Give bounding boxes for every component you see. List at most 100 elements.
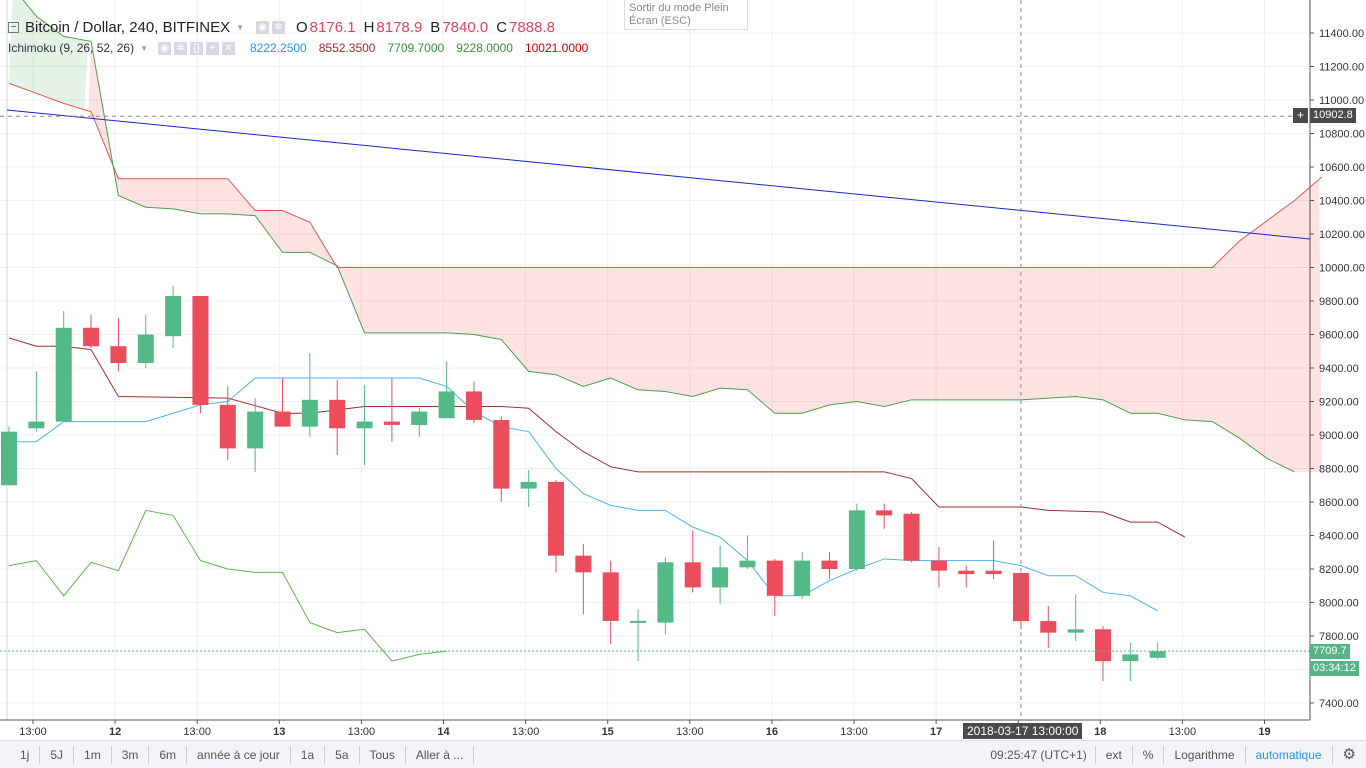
chevron-down-icon[interactable]: ▼	[236, 22, 244, 32]
candle-body	[356, 421, 373, 429]
candle-body	[137, 334, 154, 363]
x-tick-label: 13:00	[19, 726, 47, 738]
y-tick-label: 10200.00	[1319, 229, 1365, 241]
last-price-label: 7709.7	[1310, 644, 1350, 659]
candle-body	[712, 567, 729, 588]
crosshair-date-label: 2018-03-17 13:00:00	[963, 723, 1083, 739]
log-scale-toggle[interactable]: Logarithme	[1163, 745, 1244, 764]
y-tick-label: 10000.00	[1319, 263, 1365, 275]
candle-body	[794, 560, 811, 596]
candle-body	[602, 572, 619, 621]
candle-body	[411, 411, 428, 425]
auto-scale-toggle[interactable]: automatique	[1244, 745, 1332, 764]
candle-body	[766, 560, 783, 596]
indicator-values: 8222.2500 8552.3500 7709.7000 9228.0000 1002…	[238, 41, 588, 55]
range-button-2[interactable]: 1m	[74, 745, 112, 764]
candle-body	[958, 570, 975, 575]
symbol-title[interactable]: Bitcoin / Dollar, 240, BITFINEX	[25, 18, 231, 36]
close-label: C	[496, 18, 508, 36]
tooltip-line-1: Sortir du mode Plein	[629, 2, 729, 14]
range-buttons: 1j 5J 1m 3m 6m année à ce jour 1a 5a Tous Aller à…	[0, 745, 475, 764]
eye-icon[interactable]: ◉	[158, 41, 171, 55]
range-button-7[interactable]: 5a	[325, 745, 360, 764]
x-tick-label: 17	[930, 726, 942, 738]
candle-body	[1095, 629, 1111, 662]
close-icon[interactable]: ✕	[222, 41, 235, 55]
tooltip-line-2: Écran (ESC)	[629, 15, 691, 27]
indicator-lines	[6, 0, 1323, 662]
y-tick-label: 9200.00	[1319, 397, 1359, 409]
eye-icon[interactable]: ◉	[256, 20, 269, 34]
gear-icon[interactable]: ✲	[174, 41, 187, 55]
candle-body	[1, 431, 17, 486]
kijun-sen	[8, 337, 1186, 538]
chart-overlays	[0, 0, 1310, 720]
gear-icon[interactable]: ⚙	[1331, 745, 1366, 764]
chevron-down-icon[interactable]: ▼	[140, 43, 148, 53]
price-chart[interactable]: 7400.007600.007800.008000.008200.008400.…	[0, 0, 1366, 740]
high-label: H	[363, 18, 375, 36]
candle-body	[110, 346, 127, 363]
x-tick-label: 13:00	[512, 726, 540, 738]
gear-icon[interactable]: ✲	[272, 20, 285, 34]
candle-body	[274, 411, 291, 427]
range-button-6[interactable]: 1a	[291, 745, 326, 764]
candle-body	[465, 391, 482, 420]
trend-line	[6, 109, 1311, 240]
candle-body	[575, 555, 592, 573]
range-button-4[interactable]: 6m	[149, 745, 188, 764]
minus-box-icon[interactable]: −	[8, 21, 19, 33]
y-tick-label: 11200.00	[1319, 62, 1364, 74]
range-button-3[interactable]: 3m	[112, 745, 150, 764]
y-tick-label: 7400.00	[1319, 698, 1359, 710]
indicator-value-2: 7709.7000	[387, 41, 445, 55]
candle-body	[1040, 621, 1057, 633]
candle-body	[329, 399, 346, 429]
y-tick-label: 10400.00	[1319, 196, 1365, 208]
low-label: B	[430, 18, 441, 36]
y-tick-label: 10600.00	[1319, 162, 1365, 174]
y-tick-label: 11000.00	[1319, 95, 1364, 107]
open-label: O	[296, 18, 308, 36]
y-tick-label: 10800.00	[1319, 129, 1365, 141]
bottom-toolbar: 1j 5J 1m 3m 6m année à ce jour 1a 5a Tous Aller à…	[0, 740, 1366, 768]
indicator-name[interactable]: Ichimoku (9, 26, 52, 26)	[8, 41, 135, 55]
x-tick-label: 18	[1094, 726, 1106, 738]
candle-body	[438, 391, 455, 419]
range-button-0[interactable]: 1j	[0, 745, 41, 764]
indicator-value-0: 8222.2500	[250, 41, 307, 55]
range-button-9[interactable]: Aller à ...	[406, 745, 475, 764]
percent-toggle[interactable]: %	[1131, 745, 1164, 764]
candlesticks	[1, 285, 1166, 682]
y-tick-label: 11400.00	[1319, 28, 1364, 40]
range-button-1[interactable]: 5J	[40, 745, 75, 764]
candle-body	[383, 421, 400, 425]
candle-body	[876, 510, 893, 516]
candle-body	[219, 404, 236, 449]
y-tick-label: 8000.00	[1319, 598, 1359, 610]
candle-body	[903, 513, 920, 561]
braces-icon[interactable]: {}	[190, 41, 203, 55]
candle-body	[493, 419, 510, 489]
clock-time[interactable]: 09:25:47 (UTC+1)	[990, 747, 1087, 762]
range-button-5[interactable]: année à ce jour	[187, 745, 291, 764]
candle-body	[848, 510, 865, 569]
candle-body	[55, 327, 72, 422]
indicator-value-4: 10021.0000	[524, 41, 589, 55]
ext-toggle[interactable]: ext	[1094, 745, 1132, 764]
range-button-8[interactable]: Tous	[360, 745, 406, 764]
low-value: 7840.0	[442, 18, 489, 36]
y-tick-label: 8200.00	[1319, 564, 1359, 576]
chikou-span	[8, 509, 447, 662]
plus-icon[interactable]: +	[206, 41, 219, 55]
candle-body	[165, 295, 182, 337]
cloud-fill-bull	[9, 0, 89, 110]
x-tick-label: 12	[109, 726, 121, 738]
senkou-span-a	[8, 82, 1323, 268]
y-tick-label: 9000.00	[1319, 430, 1359, 442]
symbol-legend: − Bitcoin / Dollar, 240, BITFINEX ▼ ◉ ✲ …	[8, 16, 555, 38]
crosshair-plus-icon[interactable]: +	[1293, 108, 1308, 123]
candle-body	[985, 570, 1002, 575]
y-tick-label: 9600.00	[1319, 330, 1359, 342]
candle-body	[1149, 651, 1166, 658]
